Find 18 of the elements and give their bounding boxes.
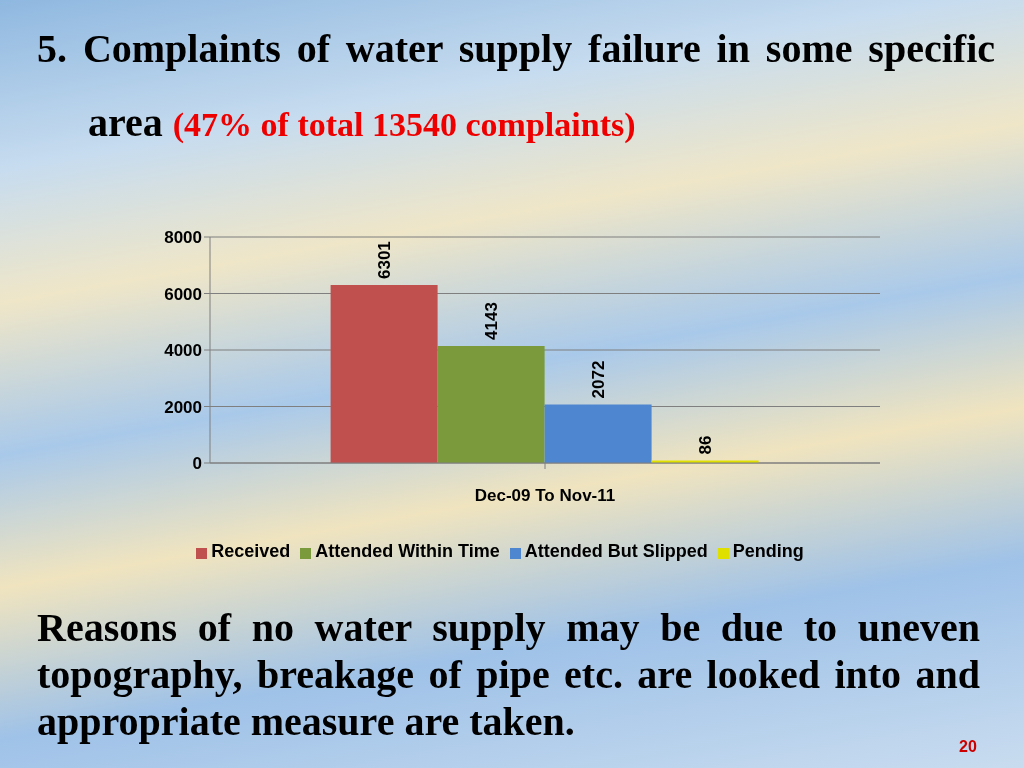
legend-label: Attended But Slipped — [524, 541, 708, 561]
bar — [544, 404, 652, 463]
x-tick-label: Dec-09 To Nov-11 — [474, 486, 616, 505]
data-label: 2072 — [588, 360, 608, 399]
data-label: 86 — [695, 435, 715, 455]
y-tick-label: 2000 — [164, 397, 202, 417]
chart-subtitle: (47% of total 13540 complaints) — [172, 106, 636, 143]
bar — [437, 345, 545, 463]
y-tick-label: 6000 — [164, 284, 202, 304]
data-label: 4143 — [481, 302, 501, 340]
data-label: 6301 — [374, 241, 394, 279]
y-tick-label: 4000 — [164, 341, 202, 361]
legend-label: Pending — [732, 541, 804, 561]
bar — [330, 285, 438, 463]
legend-label: Attended Within Time — [315, 541, 500, 561]
y-tick-label: 8000 — [164, 228, 202, 248]
y-tick-label: 0 — [192, 454, 202, 474]
legend-label: Received — [211, 541, 291, 561]
